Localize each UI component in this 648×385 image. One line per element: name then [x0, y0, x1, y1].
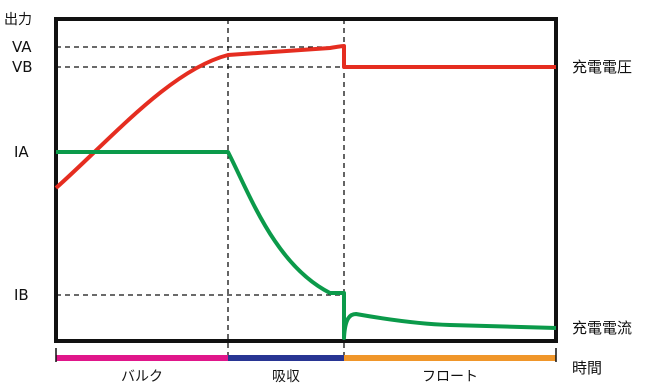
phase-bar-absorption — [228, 355, 344, 361]
phase-bar-bulk — [56, 355, 228, 361]
level-label-ib: IB — [14, 286, 29, 304]
voltage-curve — [54, 44, 556, 190]
current-curve — [56, 150, 557, 340]
x-axis-title: 時間 — [572, 359, 602, 377]
level-label-va: VA — [12, 38, 32, 56]
phase-bar — [55, 348, 557, 362]
phase-label-bulk: バルク — [121, 369, 163, 385]
phase-label-absorption: 吸収 — [272, 369, 300, 385]
current-curve-label: 充電電流 — [572, 319, 632, 337]
level-label-ia: IA — [14, 143, 29, 161]
y-axis-title: 出力 — [4, 12, 32, 28]
phase-label-float: フロート — [422, 369, 478, 385]
level-label-vb: VB — [12, 58, 33, 76]
plot-frame — [54, 17, 558, 343]
voltage-curve-label: 充電電圧 — [572, 58, 632, 76]
guide-lines — [56, 19, 345, 360]
phase-bar-float — [344, 355, 556, 361]
